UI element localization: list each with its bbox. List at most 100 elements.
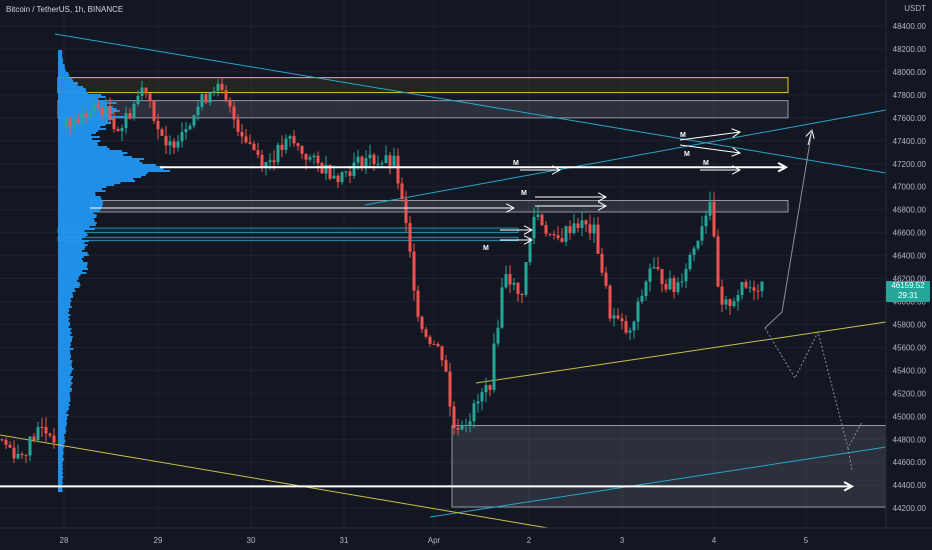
volume-bar: [58, 182, 121, 184]
candle-body: [692, 248, 696, 255]
candle-body: [464, 424, 468, 426]
x-axis[interactable]: 28 29 30 31 Apr 2 3 4 5: [0, 527, 932, 550]
volume-bar: [58, 156, 133, 158]
volume-bar: [58, 490, 63, 492]
candle-body: [304, 153, 308, 160]
volume-bar: [58, 130, 99, 132]
volume-bar: [58, 464, 63, 466]
volume-bar: [58, 428, 66, 430]
volume-bar: [58, 292, 73, 294]
y-tick-label: 48200.00: [893, 45, 927, 54]
volume-bar: [58, 270, 83, 272]
volume-bar: [58, 402, 69, 404]
volume-bar: [58, 474, 63, 476]
volume-bar: [58, 74, 70, 76]
candle-body: [564, 226, 568, 242]
candle-body: [552, 234, 556, 236]
candle-body: [672, 278, 676, 293]
candle-body: [428, 336, 432, 344]
volume-bar: [58, 488, 63, 490]
volume-bar: [58, 54, 62, 56]
volume-bar: [58, 144, 98, 146]
candle-body: [28, 436, 32, 456]
candle-body: [32, 436, 36, 440]
candle-body: [536, 214, 540, 217]
volume-bar: [58, 220, 95, 222]
y-tick-label: 45600.00: [893, 343, 927, 352]
volume-bar: [58, 260, 84, 262]
volume-bar: [58, 308, 70, 310]
candle-body: [648, 268, 652, 282]
volume-bar: [58, 274, 81, 276]
volume-bar: [58, 418, 68, 420]
candle-body: [216, 83, 220, 92]
candle-body: [192, 115, 196, 126]
candle-body: [4, 439, 8, 445]
volume-bar: [58, 352, 71, 354]
volume-bar: [58, 462, 63, 464]
volume-bar: [58, 280, 78, 282]
vpoc-level-arrow-head: [777, 162, 789, 173]
volume-bar: [58, 226, 90, 228]
volume-bar: [58, 108, 117, 110]
volume-bar: [58, 254, 89, 256]
volume-bar: [58, 360, 73, 362]
x-tick-label: 3: [620, 536, 625, 545]
candle-body: [476, 401, 480, 404]
volume-bar: [58, 194, 96, 196]
volume-bar: [58, 460, 64, 462]
candle-body: [560, 238, 564, 242]
candle-body: [88, 111, 92, 118]
y-tick-label: 45800.00: [893, 320, 927, 329]
x-tick-label: 28: [60, 536, 69, 545]
last-price-value: 46159.52: [891, 281, 925, 290]
candle-body: [8, 444, 12, 448]
annotation-m-label: M: [680, 132, 686, 139]
volume-bar: [58, 354, 71, 356]
y-tick-label: 45400.00: [893, 366, 927, 375]
volume-bar: [58, 372, 72, 374]
y-tick-label: 46200.00: [893, 275, 927, 284]
volume-bar: [58, 172, 148, 174]
candle-body: [760, 281, 764, 292]
candle-body: [84, 113, 88, 118]
symbol-title[interactable]: Bitcoin / TetherUS, 1h, BINANCE: [6, 5, 124, 14]
candle-body: [696, 240, 700, 249]
candle-body: [144, 87, 148, 94]
volume-bar: [58, 420, 67, 422]
candle-body: [488, 385, 492, 390]
candle-body: [412, 251, 416, 291]
candle-body: [44, 427, 48, 434]
candle-body: [272, 160, 276, 163]
candle-body: [656, 266, 660, 270]
volume-bar: [58, 206, 102, 208]
candle-body: [344, 171, 348, 173]
level-arrow-1-head: [597, 192, 608, 202]
volume-bar: [58, 110, 120, 112]
y-axis[interactable]: 48400.00 48200.00 48000.00 47800.00 47600.00…: [885, 0, 932, 550]
ascending-trend-line-lower: [429, 446, 887, 518]
candle-body: [252, 143, 256, 151]
volume-bar: [58, 216, 97, 218]
volume-bar: [58, 56, 63, 58]
x-axis-bg: [0, 528, 932, 550]
candle-body: [396, 155, 400, 184]
volume-bar: [58, 300, 72, 302]
volume-bar: [58, 228, 95, 230]
candle-body: [224, 89, 228, 100]
candle-body: [580, 220, 584, 228]
volume-bar: [58, 454, 64, 456]
volume-bar: [58, 246, 86, 248]
volume-bar: [58, 412, 67, 414]
volume-bar: [58, 192, 96, 194]
volume-bar: [58, 154, 124, 156]
volume-bar: [58, 204, 103, 206]
volume-bar: [58, 326, 69, 328]
candle-body: [680, 281, 684, 283]
candle-body: [164, 135, 168, 146]
volume-bar: [58, 208, 102, 210]
volume-bar: [58, 132, 96, 134]
candle-body: [168, 141, 172, 146]
candle-body: [492, 343, 496, 390]
